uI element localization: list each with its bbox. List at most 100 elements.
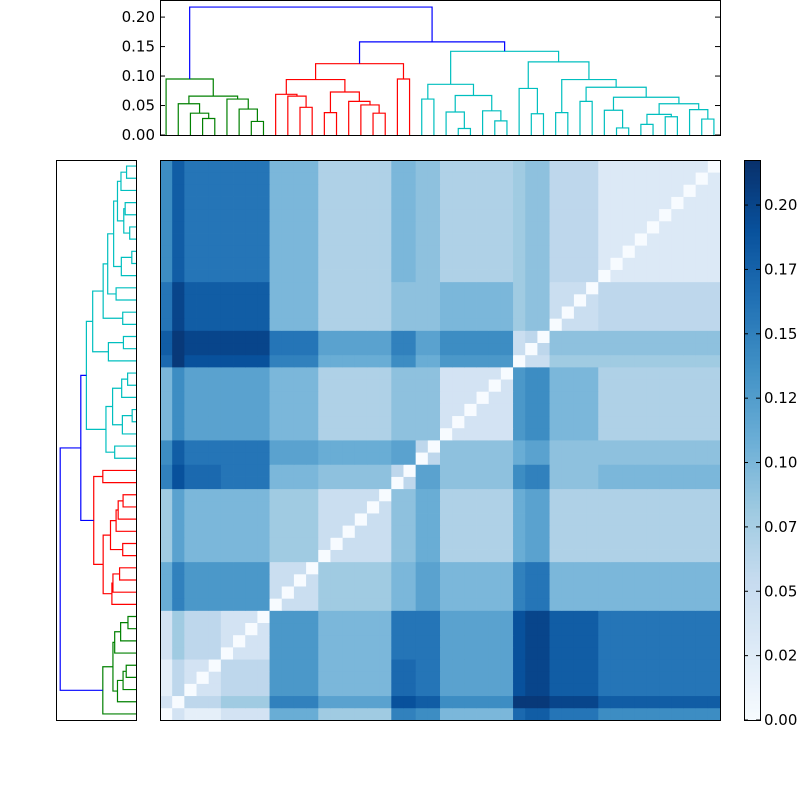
heatmap-cell — [598, 671, 611, 684]
heatmap-cell — [525, 354, 538, 368]
heatmap-cell — [233, 415, 246, 429]
heatmap-cell — [281, 196, 295, 210]
heatmap-cell — [586, 476, 599, 490]
heatmap-cell — [160, 220, 173, 234]
heatmap-cell — [318, 220, 331, 234]
heatmap-cell — [281, 440, 295, 453]
heatmap-cell — [415, 281, 429, 295]
heatmap-cell — [513, 415, 526, 429]
heatmap-cell — [354, 488, 368, 502]
heatmap-cell — [354, 464, 368, 477]
heatmap-cell — [440, 196, 453, 210]
heatmap-cell — [208, 622, 222, 636]
heatmap-cell — [403, 330, 417, 344]
heatmap-cell — [160, 354, 173, 368]
left-dendrogram-link — [127, 372, 136, 386]
heatmap-cell — [683, 196, 697, 210]
heatmap-cell — [306, 293, 319, 307]
heatmap-cell — [659, 160, 672, 173]
heatmap-cell — [573, 318, 587, 331]
heatmap-cell — [318, 707, 331, 721]
heatmap-cell — [269, 659, 283, 672]
heatmap-cell — [695, 476, 709, 490]
heatmap-cell — [573, 586, 587, 599]
heatmap-cell — [318, 488, 331, 502]
heatmap-cell — [707, 500, 721, 514]
heatmap-cell — [695, 160, 709, 173]
heatmap-cell — [379, 293, 392, 307]
heatmap-cell — [184, 622, 197, 636]
colorbar-segment — [744, 188, 761, 193]
heatmap-cell — [184, 415, 197, 429]
heatmap-cell — [415, 488, 429, 502]
heatmap-cell — [622, 452, 636, 465]
heatmap-cell — [391, 525, 404, 538]
heatmap-cell — [622, 427, 636, 441]
heatmap-cell — [330, 695, 344, 709]
heatmap-cell — [427, 464, 441, 477]
heatmap-cell — [269, 172, 283, 185]
heatmap-cell — [354, 525, 368, 538]
colorbar-segment — [744, 296, 761, 301]
heatmap-cell — [586, 488, 599, 502]
heatmap-cell — [318, 634, 331, 648]
heatmap-cell — [573, 160, 587, 173]
heatmap-cell — [561, 391, 575, 404]
heatmap-cell — [415, 659, 429, 672]
heatmap-cell — [330, 245, 344, 258]
heatmap-cell — [403, 354, 417, 368]
heatmap-cell — [634, 622, 648, 636]
heatmap-cell — [306, 281, 319, 295]
heatmap-cell — [196, 440, 210, 453]
heatmap-cell — [208, 245, 222, 258]
heatmap-cell — [342, 196, 356, 210]
heatmap-cell — [513, 622, 526, 636]
heatmap-cell — [549, 269, 563, 283]
heatmap-cell — [415, 464, 429, 477]
heatmap-cell — [452, 293, 465, 307]
colorbar-segment — [744, 332, 761, 337]
colorbar-segment — [744, 628, 761, 633]
heatmap-cell — [184, 513, 197, 526]
heatmap-cell — [281, 622, 295, 636]
heatmap-cell — [659, 257, 672, 270]
heatmap-cell — [354, 233, 368, 246]
heatmap-cell — [245, 293, 258, 307]
top-dendrogram-link — [189, 112, 210, 135]
heatmap-cell — [707, 525, 721, 538]
heatmap-cell — [342, 561, 356, 575]
heatmap-cell — [586, 403, 599, 417]
heatmap-cell — [683, 306, 697, 319]
heatmap-cell — [257, 500, 270, 514]
heatmap-cell — [464, 306, 477, 319]
y-tick-label: 0.10 — [122, 67, 155, 85]
heatmap-cell — [671, 342, 684, 356]
heatmap-cell — [671, 184, 684, 197]
heatmap-cell — [403, 172, 417, 185]
heatmap-cell — [220, 573, 234, 587]
heatmap-cell — [440, 452, 453, 465]
heatmap-cell — [391, 622, 404, 636]
heatmap-cell — [293, 464, 307, 477]
heatmap-cell — [440, 257, 453, 270]
heatmap-cell — [452, 646, 465, 660]
heatmap-cell — [537, 184, 550, 197]
heatmap-cell — [293, 634, 307, 648]
heatmap-cell — [403, 281, 417, 295]
heatmap-cell — [415, 196, 429, 210]
heatmap-cell — [293, 549, 307, 563]
heatmap-cell — [269, 257, 283, 270]
heatmap-cell — [573, 306, 587, 319]
colorbar-segment — [744, 268, 761, 273]
heatmap-cell — [208, 172, 222, 185]
heatmap-cell — [683, 561, 697, 575]
heatmap-cell — [598, 707, 611, 721]
heatmap-cell — [671, 707, 684, 721]
colorbar-segment — [744, 428, 761, 433]
heatmap-cell — [610, 476, 624, 490]
heatmap-cell — [476, 427, 490, 441]
heatmap-cell — [646, 513, 660, 526]
heatmap-cell — [184, 318, 197, 331]
heatmap-cell — [172, 500, 185, 514]
heatmap-cell — [646, 330, 660, 344]
